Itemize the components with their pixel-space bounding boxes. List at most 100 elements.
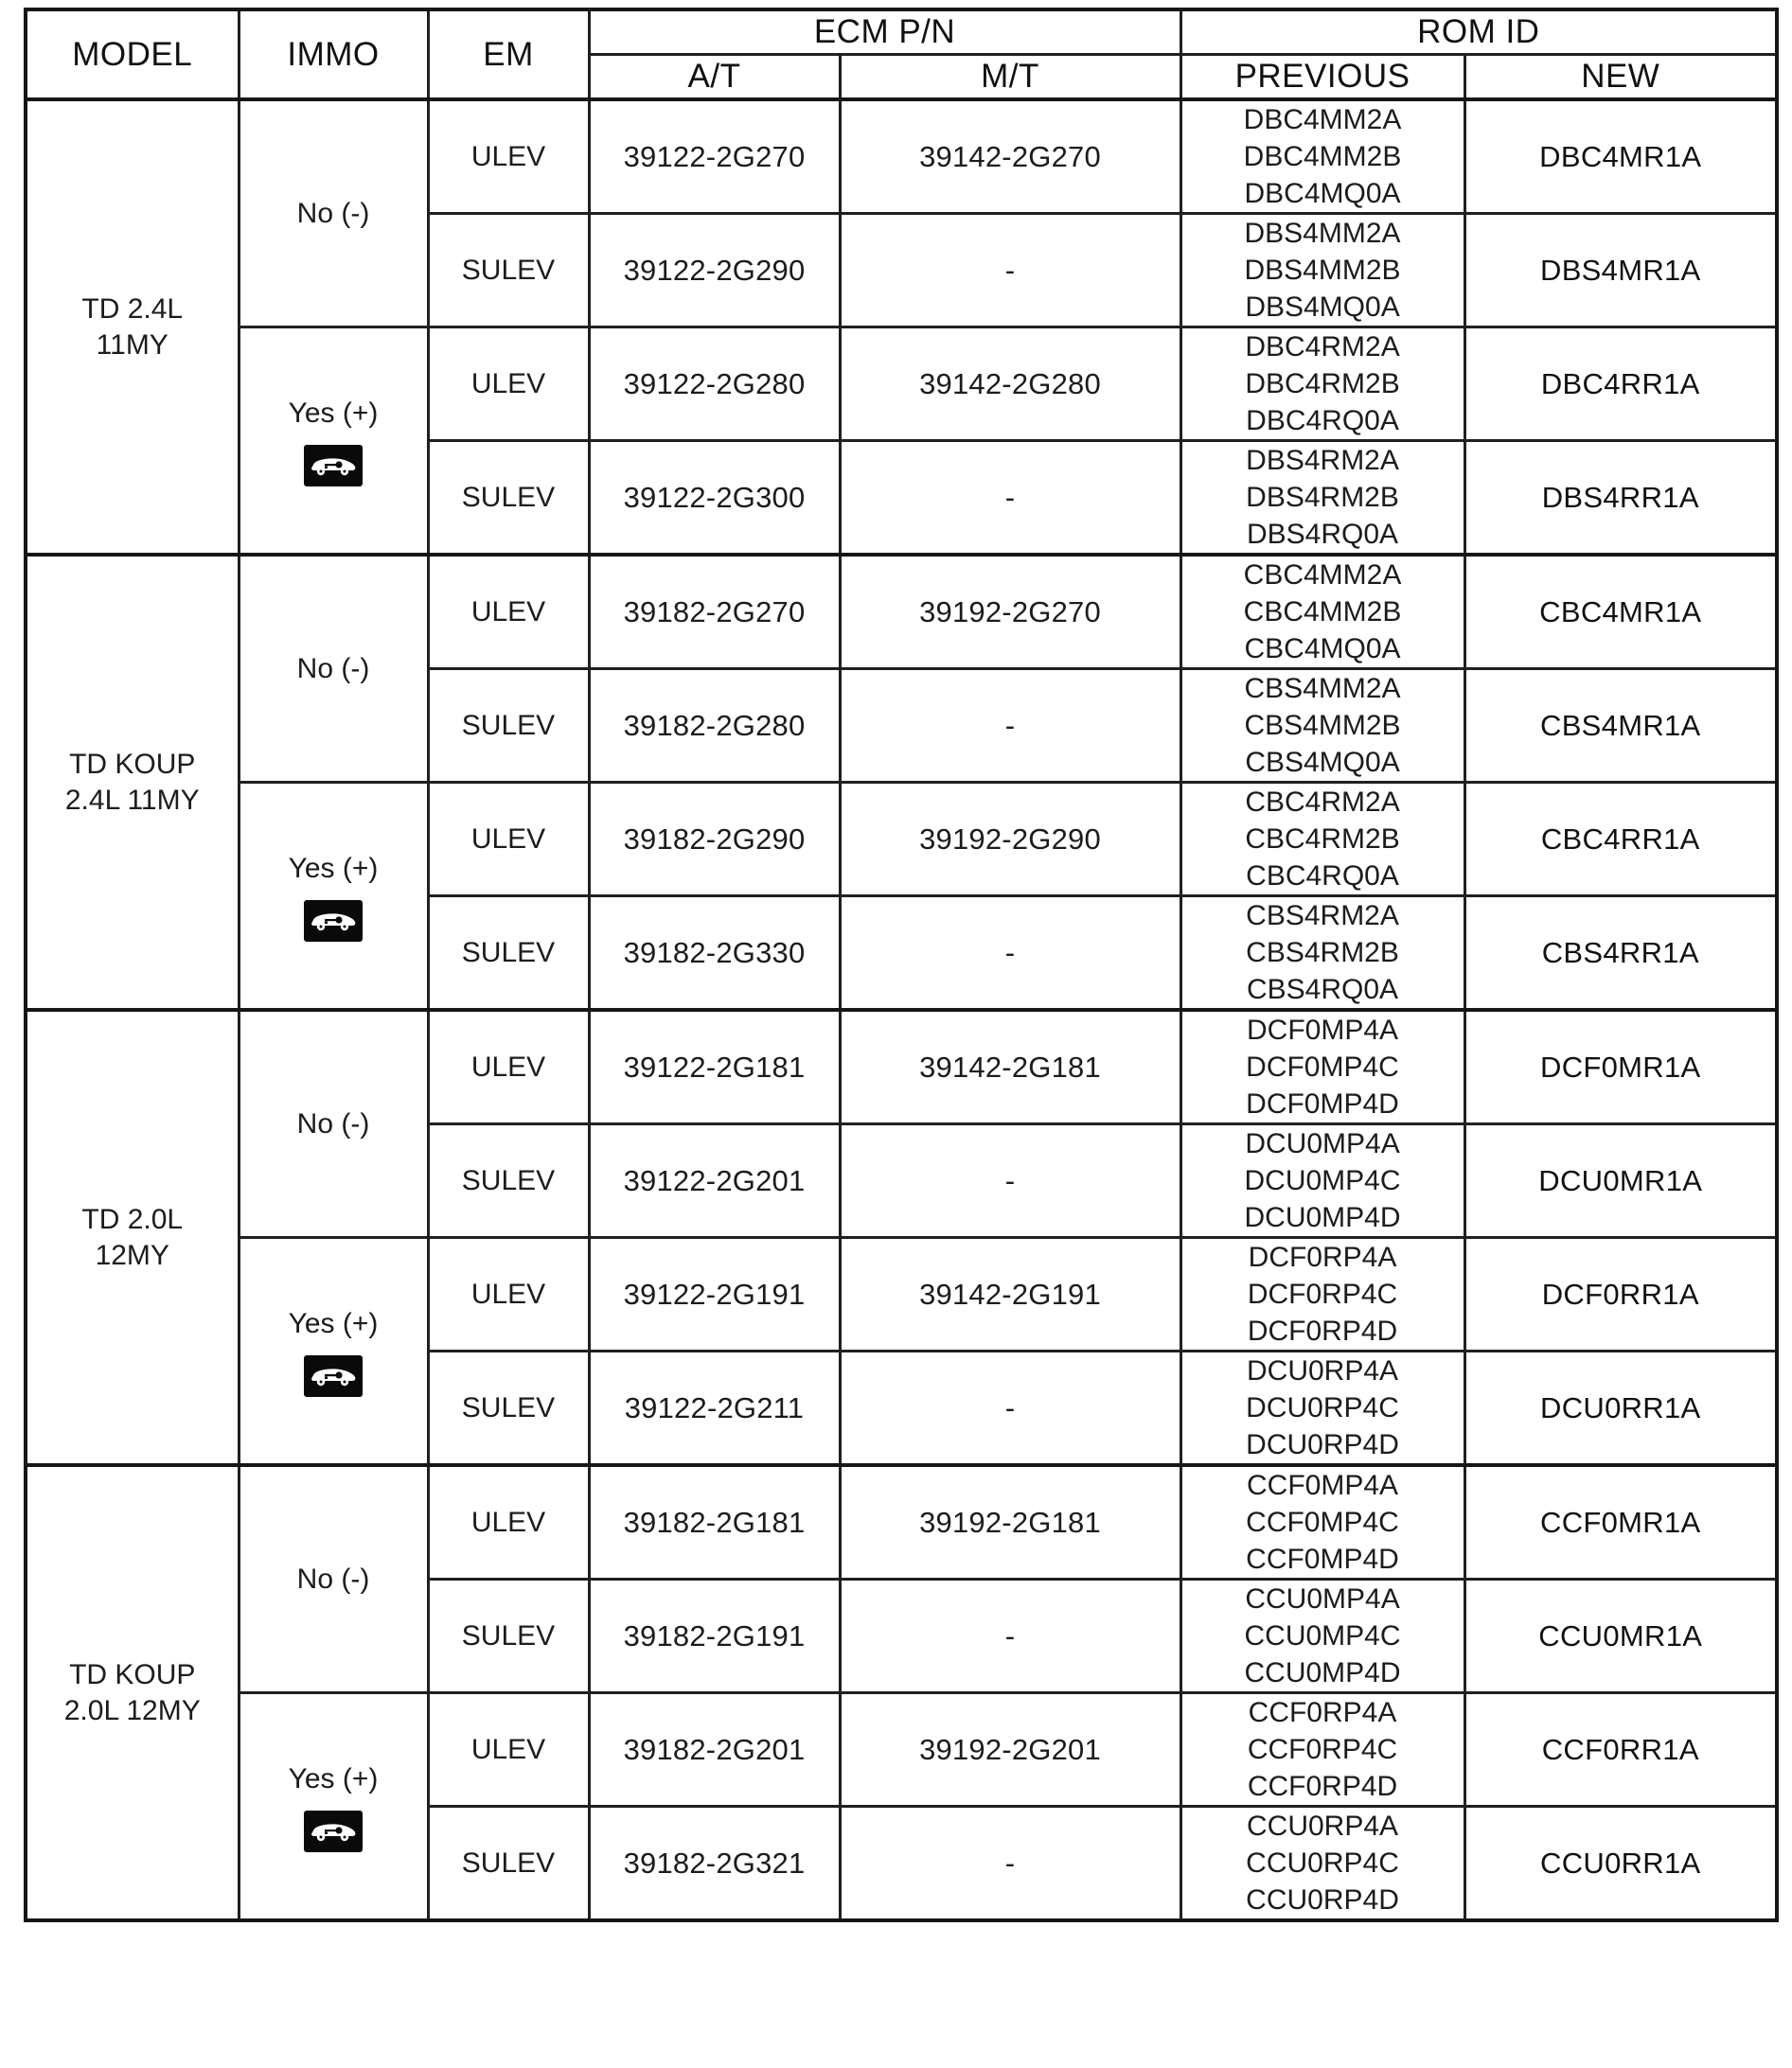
em-cell: ULEV [426, 1691, 591, 1808]
col-header-em: EM [426, 8, 591, 101]
table-row: SULEV 39122-2G300- DBS4RM2A DBS4RM2B DBS4RQ0… [26, 439, 1779, 557]
rom-id-previous-cell: CBS4RM2A CBS4RM2B CBS4RQ0A [1179, 894, 1466, 1012]
previous-rom-id: CCU0MP4D [1244, 1657, 1401, 1688]
previous-rom-id: CCF0RP4C [1247, 1734, 1398, 1765]
previous-rom-id: DBC4MQ0A [1244, 178, 1401, 209]
previous-rom-id: DBS4RM2A [1246, 445, 1399, 476]
previous-rom-id: CCF0MP4D [1246, 1544, 1399, 1575]
ecm-pn-at-cell: 39122-2G290 [587, 212, 842, 328]
previous-rom-id: DCU0MP4A [1245, 1128, 1400, 1159]
immobilizer-car-icon [304, 900, 363, 942]
immo-cell: No (-) [237, 1463, 430, 1694]
col-header-ecm-pn: ECM P/N [587, 8, 1182, 56]
model-line-1: TD KOUP [69, 749, 196, 781]
ecm-pn-mt-cell: - [838, 894, 1182, 1012]
previous-rom-id: DBC4RQ0A [1246, 405, 1399, 436]
model-line-2: 12MY [95, 1239, 169, 1271]
previous-rom-id: CCF0RP4D [1247, 1771, 1398, 1802]
immo-label: Yes (+) [288, 853, 379, 884]
previous-rom-id: DBS4RQ0A [1246, 519, 1399, 550]
previous-rom-id: CCU0MP4A [1245, 1583, 1400, 1615]
previous-rom-id: CBS4MM2B [1244, 710, 1401, 741]
immo-label: No (-) [296, 1564, 370, 1595]
ecm-pn-mt-cell: 39192-2G270 [838, 553, 1182, 670]
rom-id-previous-cell: DBC4MM2A DBC4MM2B DBC4MQ0A [1179, 97, 1466, 215]
model-cell: TD 2.0L 12MY [24, 1008, 240, 1467]
ecm-pn-at-cell: 39182-2G290 [587, 781, 842, 897]
ecm-pn-mt-cell: 39142-2G270 [838, 97, 1182, 215]
ecm-pn-at-cell: 39182-2G201 [587, 1691, 842, 1808]
immo-cell: No (-) [237, 1008, 430, 1239]
table-row: SULEV 39122-2G211- DCU0RP4A DCU0RP4C DCU0RP4… [26, 1350, 1779, 1467]
table-row: Yes (+) ULEV 39122-2G191 39142-2G191 DCF0RP4… [26, 1236, 1779, 1467]
previous-rom-id: CBS4RM2B [1246, 937, 1399, 968]
rom-id-previous-cell: DBS4RM2A DBS4RM2B DBS4RQ0A [1179, 439, 1466, 557]
rom-id-new-cell: CCU0MR1A [1463, 1578, 1779, 1694]
table-row: TD KOUP 2.4L 11MY No (-) ULEV 39182-2G270 391… [24, 553, 1779, 1012]
rom-id-previous-cell: CCU0RP4A CCU0RP4C CCU0RP4D [1179, 1805, 1466, 1922]
ecm-pn-at-cell: 39122-2G201 [587, 1122, 842, 1239]
em-cell: SULEV [426, 1122, 591, 1239]
ecm-pn-at-cell: 39122-2G300 [587, 439, 842, 557]
model-cell: TD KOUP 2.4L 11MY [24, 553, 240, 1012]
rom-id-previous-cell: DCU0MP4A DCU0MP4C DCU0MP4D [1179, 1122, 1466, 1239]
previous-rom-id: DCU0RP4D [1246, 1429, 1399, 1460]
model-cell: TD 2.4L 11MY [24, 97, 240, 557]
previous-rom-id: DCU0RP4A [1246, 1355, 1399, 1387]
rom-id-new-cell: DCU0MR1A [1463, 1122, 1779, 1239]
ecm-pn-mt-cell: 39142-2G191 [838, 1236, 1182, 1352]
previous-rom-id: CCU0RP4C [1246, 1847, 1399, 1879]
em-cell: SULEV [426, 439, 591, 557]
rom-id-previous-cell: CCF0RP4A CCF0RP4C CCF0RP4D [1179, 1691, 1466, 1808]
ecm-pn-mt-cell: - [838, 1805, 1182, 1922]
ecm-pn-at-cell: 39122-2G280 [587, 326, 842, 442]
em-cell: SULEV [426, 1350, 591, 1467]
previous-rom-id: DBC4RM2A [1245, 331, 1400, 362]
previous-rom-id: CBC4RQ0A [1246, 860, 1399, 892]
model-line-2: 2.4L 11MY [64, 784, 200, 816]
rom-id-previous-cell: DBS4MM2A DBS4MM2B DBS4MQ0A [1179, 212, 1466, 328]
previous-rom-id: DCF0MP4C [1246, 1052, 1399, 1083]
model-line-1: TD 2.0L [81, 1204, 184, 1236]
previous-rom-id: DCU0RP4C [1246, 1392, 1399, 1423]
rom-id-previous-cell: DBC4RM2A DBC4RM2B DBC4RQ0A [1179, 326, 1466, 442]
ecm-pn-at-cell: 39182-2G330 [587, 894, 842, 1012]
immo-label: No (-) [296, 653, 370, 684]
previous-rom-id: CCF0MP4C [1246, 1507, 1399, 1538]
table-row: Yes (+) ULEV 39182-2G290 39192-2G290 CBC4RM2… [26, 781, 1779, 1012]
col-header-immo: IMMO [237, 8, 430, 101]
ecm-pn-at-cell: 39122-2G191 [587, 1236, 842, 1352]
ecm-pn-at-cell: 39182-2G280 [587, 667, 842, 784]
previous-rom-id: CBS4MM2A [1244, 673, 1401, 704]
em-cell: SULEV [426, 1805, 591, 1922]
rom-id-previous-cell: CBS4MM2A CBS4MM2B CBS4MQ0A [1179, 667, 1466, 784]
col-header-new: NEW [1463, 53, 1779, 101]
table-row: TD KOUP 2.0L 12MY No (-) ULEV 39182-2G181 391… [24, 1463, 1779, 1922]
rom-id-new-cell: DBS4RR1A [1463, 439, 1779, 557]
previous-rom-id: CCU0MP4C [1244, 1620, 1401, 1652]
immo-cell: No (-) [237, 97, 430, 328]
em-cell: ULEV [426, 1463, 591, 1581]
table-row: SULEV 39182-2G330- CBS4RM2A CBS4RM2B CBS4RQ0… [26, 894, 1779, 1012]
previous-rom-id: CCF0MP4A [1246, 1470, 1399, 1501]
table-row: Yes (+) ULEV 39182-2G201 39192-2G201 CCF0RP4… [26, 1691, 1779, 1922]
col-header-rom-id: ROM ID [1179, 8, 1779, 56]
rom-id-new-cell: CBS4RR1A [1463, 894, 1779, 1012]
table-body: TD 2.4L 11MY No (-) ULEV 39122-2G270 39142-2G… [24, 97, 1779, 1922]
em-cell: SULEV [426, 1578, 591, 1694]
rom-id-new-cell: DCF0RR1A [1463, 1236, 1779, 1352]
immo-cell: Yes (+) [237, 1236, 430, 1467]
immo-label: Yes (+) [288, 398, 379, 429]
rom-id-new-cell: DCU0RR1A [1463, 1350, 1779, 1467]
previous-rom-id: DBS4MM2B [1244, 255, 1401, 286]
previous-rom-id: DBS4RM2B [1246, 482, 1399, 513]
model-cell: TD KOUP 2.0L 12MY [24, 1463, 240, 1922]
col-header-at: A/T [587, 53, 842, 101]
rom-id-previous-cell: DCU0RP4A DCU0RP4C DCU0RP4D [1179, 1350, 1466, 1467]
previous-rom-id: DCU0MP4D [1244, 1202, 1401, 1233]
model-line-2: 11MY [96, 328, 169, 361]
rom-id-new-cell: DBC4MR1A [1463, 97, 1779, 215]
rom-id-new-cell: CCF0MR1A [1463, 1463, 1779, 1581]
ecm-pn-mt-cell: 39142-2G280 [838, 326, 1182, 442]
